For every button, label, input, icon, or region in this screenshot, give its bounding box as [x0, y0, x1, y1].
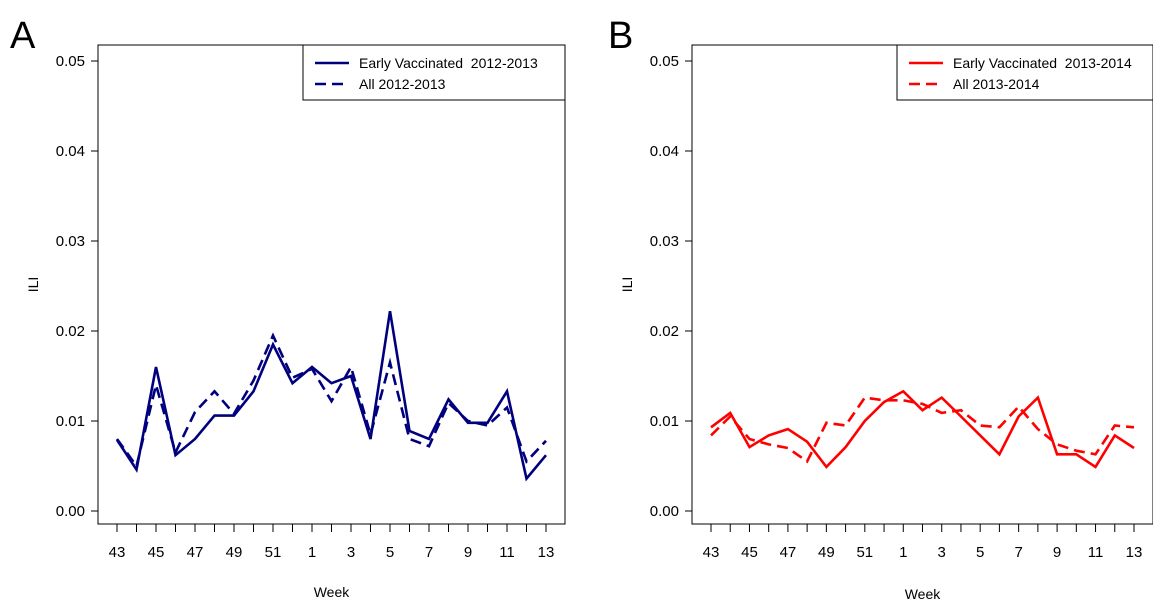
x-tick-label: 9: [464, 544, 472, 561]
legend: Early Vaccinated 2012-2013 All 2012-2013: [302, 44, 566, 101]
y-tick-label: 0.00: [650, 503, 679, 520]
y-tick-label: 0.03: [56, 233, 85, 250]
x-tick-label: 1: [899, 544, 907, 561]
series-line-all: [710, 396, 1135, 464]
series-line-early-vaccinated: [710, 389, 1135, 469]
x-tick-label: 11: [1088, 544, 1104, 561]
y-axis-label: ILI: [619, 277, 635, 293]
x-tick-label: 51: [856, 544, 873, 561]
legend-box: [896, 44, 1153, 101]
x-tick-label: 51: [265, 544, 282, 561]
x-tick-label: 5: [976, 544, 984, 561]
x-tick-label: 49: [818, 544, 835, 561]
series-line-all: [115, 332, 547, 470]
y-tick-label: 0.00: [56, 503, 85, 520]
legend-entry: All 2013-2014: [953, 76, 1040, 92]
y-tick-label: 0.02: [56, 323, 85, 340]
x-tick-label: 5: [386, 544, 394, 561]
x-tick-label: 47: [187, 544, 204, 561]
x-tick-label: 43: [703, 544, 720, 561]
x-tick-label: 7: [1014, 544, 1022, 561]
legend-entry: All 2012-2013: [359, 76, 446, 92]
x-tick-label: 45: [148, 544, 165, 561]
x-tick-label: 45: [741, 544, 758, 561]
x-tick-label: 43: [109, 544, 126, 561]
x-tick-label: 3: [347, 544, 355, 561]
x-tick-label: 3: [938, 544, 946, 561]
x-tick-label: 7: [425, 544, 433, 561]
x-tick-label: 9: [1053, 544, 1061, 561]
series-line-early-vaccinated: [115, 310, 547, 482]
y-tick-label: 0.04: [650, 143, 679, 160]
x-tick-label: 47: [780, 544, 797, 561]
y-tick-label: 0.01: [56, 413, 85, 430]
y-tick-label: 0.05: [56, 53, 85, 70]
x-tick-label: 13: [1126, 544, 1143, 561]
y-tick-label: 0.05: [650, 53, 679, 70]
y-tick-label: 0.03: [650, 233, 679, 250]
legend: Early Vaccinated 2013-2014 All 2013-2014: [896, 44, 1153, 101]
x-tick-label: 13: [538, 544, 555, 561]
panel-letter: A: [10, 15, 36, 57]
x-axis-label: Week: [905, 586, 942, 600]
plot-frame: [97, 44, 566, 525]
x-tick-label: 49: [226, 544, 243, 561]
legend-entry: Early Vaccinated 2012-2013: [359, 55, 538, 71]
x-tick-label: 1: [308, 544, 316, 561]
legend-entry: Early Vaccinated 2013-2014: [953, 55, 1132, 71]
y-axis-label: ILI: [25, 277, 41, 293]
x-axis-label: Week: [314, 584, 351, 600]
y-tick-label: 0.04: [56, 143, 85, 160]
y-tick-label: 0.01: [650, 413, 679, 430]
y-tick-label: 0.02: [650, 323, 679, 340]
legend-box: [302, 44, 566, 101]
x-tick-label: 11: [499, 544, 515, 561]
panel-letter: B: [608, 15, 633, 57]
